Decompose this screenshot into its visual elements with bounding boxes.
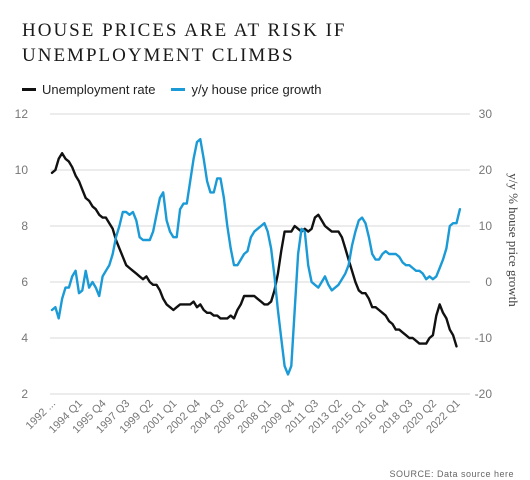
series-line-unemployment [50, 152, 458, 348]
right-tick-label: 0 [485, 275, 492, 289]
legend-item-house-growth: y/y house price growth [171, 82, 322, 97]
series-line-house-growth [50, 138, 462, 376]
right-tick-label: 20 [479, 163, 493, 177]
legend-swatch-house-growth [171, 88, 186, 91]
chart-title: HOUSE PRICES ARE AT RISK IF UNEMPLOYMENT… [22, 20, 347, 66]
left-tick-label: 6 [21, 275, 28, 289]
left-tick-label: 10 [15, 163, 29, 177]
right-axis-label: y/y % house price growth [506, 173, 521, 307]
source-note: SOURCE: Data source here [389, 469, 514, 479]
right-tick-label: -10 [475, 331, 493, 345]
right-tick-label: -20 [475, 387, 493, 401]
right-axis-ticks: -20 -10 0 10 20 30 [475, 107, 493, 401]
left-tick-label: 8 [21, 219, 28, 233]
legend-label-house-growth: y/y house price growth [191, 82, 322, 97]
right-tick-label: 10 [479, 219, 493, 233]
legend-item-unemployment: Unemployment rate [22, 82, 155, 97]
series-lines [50, 138, 462, 376]
left-tick-label: 4 [21, 331, 28, 345]
left-tick-label: 12 [15, 107, 29, 121]
legend-label-unemployment: Unemployment rate [42, 82, 156, 97]
right-tick-label: 30 [479, 107, 493, 121]
left-axis-ticks: 2 4 6 8 10 12 [15, 107, 29, 401]
gridlines [50, 113, 470, 395]
left-tick-label: 2 [21, 387, 28, 401]
chart-legend: Unemployment rate y/y house price growth [22, 82, 338, 97]
legend-swatch-unemployment [22, 88, 36, 91]
